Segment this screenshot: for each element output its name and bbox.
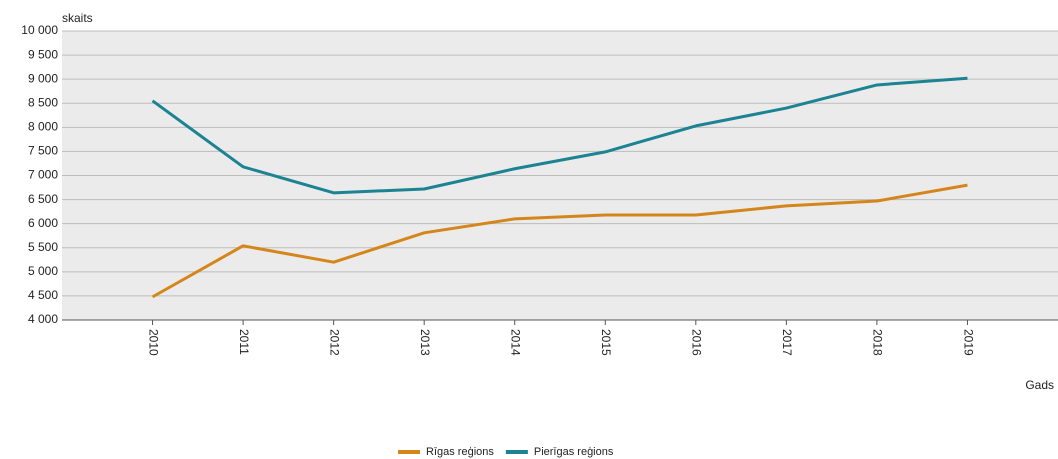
y-tick-label: 4 500 (28, 288, 58, 302)
y-tick-label: 4 000 (28, 312, 58, 326)
legend-label: Pierīgas reģions (534, 445, 614, 458)
y-axis-label: skaits (62, 11, 93, 25)
y-tick-label: 5 000 (28, 264, 58, 278)
x-tick-label: 2017 (780, 329, 794, 356)
y-tick-label: 10 000 (21, 23, 58, 37)
y-tick-label: 5 500 (28, 240, 58, 254)
x-tick-label: 2011 (237, 329, 251, 355)
y-tick-label: 9 500 (28, 47, 58, 61)
legend-label: Rīgas reģions (426, 445, 494, 458)
x-tick-label: 2019 (961, 329, 975, 356)
x-tick-label: 2014 (509, 329, 523, 356)
y-tick-label: 6 000 (28, 216, 58, 230)
x-tick-label: 2013 (418, 329, 432, 356)
y-tick-label: 7 500 (28, 144, 58, 158)
y-tick-label: 7 000 (28, 168, 58, 182)
x-tick-label: 2016 (690, 329, 704, 356)
x-tick-label: 2015 (599, 329, 613, 356)
y-tick-label: 9 000 (28, 71, 58, 85)
y-tick-label: 8 500 (28, 95, 58, 109)
line-series (151, 183, 968, 299)
x-tick-label: 2012 (327, 329, 341, 356)
line-series (151, 76, 968, 195)
y-tick-label: 8 000 (28, 120, 58, 134)
x-axis-label: Gads (1025, 378, 1054, 392)
x-tick-label: 2018 (871, 329, 885, 356)
y-tick-label: 6 500 (28, 192, 58, 206)
x-tick-label: 2010 (146, 329, 160, 356)
